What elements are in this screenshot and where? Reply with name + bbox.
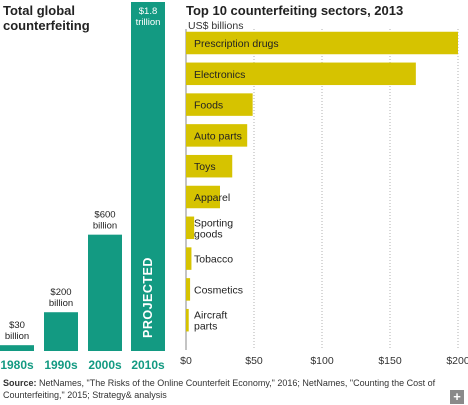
sector-label: Tobacco — [194, 254, 233, 266]
decade-bar — [44, 312, 78, 351]
sector-bar — [186, 93, 253, 116]
decade-bar — [0, 345, 34, 351]
right-chart-title: Top 10 counterfeiting sectors, 2013 — [186, 3, 404, 18]
sector-label: Electronics — [194, 69, 245, 81]
bar-value-label: $1.8 — [139, 6, 158, 17]
bar-value-label: $30 — [9, 320, 25, 331]
sector-bar — [186, 62, 416, 86]
sector-bar — [186, 31, 458, 55]
right-chart-unit-label: US$ billions — [188, 20, 244, 32]
x-tick-label: $100 — [310, 355, 334, 367]
sector-label: Sporting — [194, 217, 233, 229]
bar-value-label: billion — [49, 298, 73, 309]
sector-label: Toys — [194, 161, 216, 173]
sector-bar — [186, 185, 220, 209]
sector-label: Auto parts — [194, 130, 242, 142]
bar-value-label: $600 — [94, 210, 115, 221]
sector-label: Prescription drugs — [194, 38, 279, 50]
sector-bar — [186, 278, 191, 301]
decade-bar — [131, 2, 165, 351]
x-tick-label: $50 — [245, 355, 263, 367]
bar-value-label: trillion — [136, 17, 161, 28]
sector-bar — [186, 154, 233, 178]
decade-label: 1980s — [0, 358, 34, 372]
decade-label: 1990s — [44, 358, 78, 372]
decade-label: 2010s — [131, 358, 165, 372]
source-text: NetNames, "The Risks of the Online Count… — [3, 378, 436, 400]
sector-label: goods — [194, 228, 223, 240]
source-note: Source: NetNames, "The Risks of the Onli… — [3, 377, 443, 401]
expand-plus-icon[interactable]: + — [450, 390, 464, 404]
sector-bar — [186, 308, 189, 332]
sector-label: parts — [194, 321, 217, 333]
bar-value-label: billion — [93, 221, 117, 232]
bar-value-label: billion — [5, 331, 29, 342]
sector-bar — [186, 247, 192, 270]
x-tick-label: $200 — [446, 355, 468, 367]
sector-label: Foods — [194, 100, 223, 112]
sector-label: Cosmetics — [194, 284, 243, 296]
projected-annotation: PROJECTED — [141, 257, 155, 338]
sector-label: Aircraft — [194, 310, 227, 322]
sector-bar — [186, 216, 195, 240]
x-tick-label: $0 — [180, 355, 192, 367]
decade-label: 2000s — [88, 358, 122, 372]
bar-value-label: $200 — [50, 287, 71, 298]
counterfeiting-charts: 1980s$30billion1990s$200billion2000s$600… — [0, 2, 468, 372]
sector-bar — [186, 124, 248, 147]
x-tick-label: $150 — [378, 355, 402, 367]
left-chart-title: Total global counterfeiting — [3, 3, 90, 33]
source-label: Source: — [3, 378, 37, 388]
decade-bar — [88, 234, 122, 351]
sector-label: Apparel — [194, 192, 230, 204]
